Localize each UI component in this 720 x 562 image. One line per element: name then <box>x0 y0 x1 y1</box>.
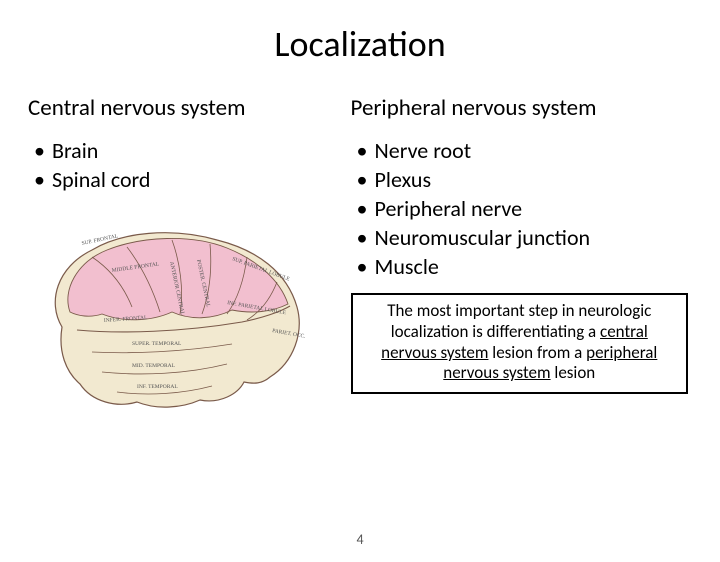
list-item: Neuromuscular junction <box>357 223 700 252</box>
list-item: Brain <box>34 136 351 165</box>
svg-text:INF. TEMPORAL: INF. TEMPORAL <box>137 384 178 390</box>
list-item: Muscle <box>357 252 700 281</box>
list-item: Spinal cord <box>34 165 351 194</box>
two-column-layout: Central nervous system Brain Spinal cord <box>0 94 720 427</box>
right-bullet-list: Nerve root Plexus Peripheral nerve Neuro… <box>351 136 700 281</box>
list-item: Nerve root <box>357 136 700 165</box>
left-heading: Central nervous system <box>28 94 351 122</box>
brain-icon: SUP. FRONTAL MIDDLE FRONTAL INFER. FRONT… <box>22 212 332 422</box>
page-title: Localization <box>0 22 720 66</box>
callout-text-mid1: lesion from a <box>488 342 586 363</box>
svg-text:SUPER. TEMPORAL: SUPER. TEMPORAL <box>132 341 182 347</box>
right-heading: Peripheral nervous system <box>351 94 700 122</box>
callout-text-mid2: lesion <box>551 362 596 383</box>
right-column: Peripheral nervous system Nerve root Ple… <box>351 94 700 427</box>
left-bullet-list: Brain Spinal cord <box>28 136 351 194</box>
svg-text:MID. TEMPORAL: MID. TEMPORAL <box>132 363 176 369</box>
list-item: Plexus <box>357 165 700 194</box>
list-item: Peripheral nerve <box>357 194 700 223</box>
callout-box: The most important step in neurologic lo… <box>351 293 688 394</box>
brain-diagram: SUP. FRONTAL MIDDLE FRONTAL INFER. FRONT… <box>22 212 351 427</box>
left-column: Central nervous system Brain Spinal cord <box>28 94 351 427</box>
